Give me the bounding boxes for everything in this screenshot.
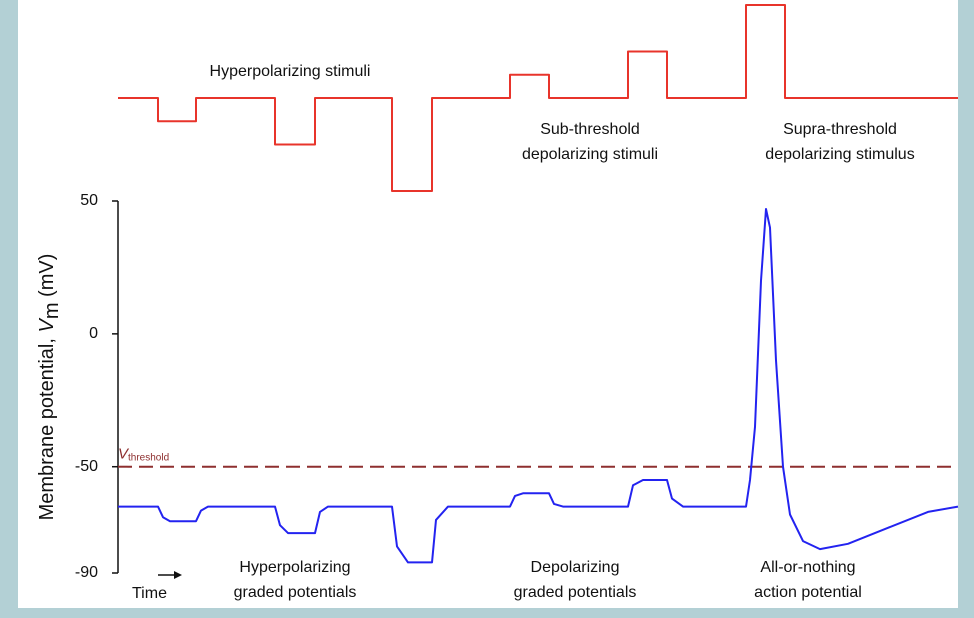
time-arrowhead	[174, 571, 182, 579]
threshold-symbol: V	[118, 446, 130, 463]
annotation: Hyperpolarizing	[239, 559, 350, 576]
annotation: Depolarizing	[531, 559, 620, 576]
y-axis-label: Membrane potential, Vm (mV)	[36, 254, 63, 521]
y-tick-label: -90	[75, 564, 98, 581]
threshold-subscript: threshold	[128, 452, 169, 463]
threshold-label: Vthreshold	[118, 446, 169, 464]
annotation: Hyperpolarizing stimuli	[210, 63, 371, 80]
y-label-unit: (mV)	[36, 254, 58, 303]
x-axis-label: Time	[132, 585, 167, 602]
annotation: Sub-threshold	[540, 121, 640, 138]
trace	[118, 208, 959, 564]
y-label-symbol: V	[36, 318, 58, 333]
annotation: depolarizing stimuli	[522, 146, 658, 163]
annotation: graded potentials	[514, 584, 637, 601]
annotation: action potential	[754, 584, 862, 601]
annotation: depolarizing stimulus	[765, 146, 914, 163]
annotation: All-or-nothing	[760, 559, 855, 576]
y-tick-label: 0	[89, 325, 98, 342]
trace	[118, 4, 958, 192]
y-label-text: Membrane potential,	[36, 333, 58, 521]
y-tick-label: 50	[80, 192, 98, 209]
panel	[18, 0, 958, 608]
annotation: graded potentials	[234, 584, 357, 601]
y-tick-label: -50	[75, 458, 98, 475]
y-label-subscript: m	[41, 302, 63, 319]
annotation: Supra-threshold	[783, 121, 897, 138]
